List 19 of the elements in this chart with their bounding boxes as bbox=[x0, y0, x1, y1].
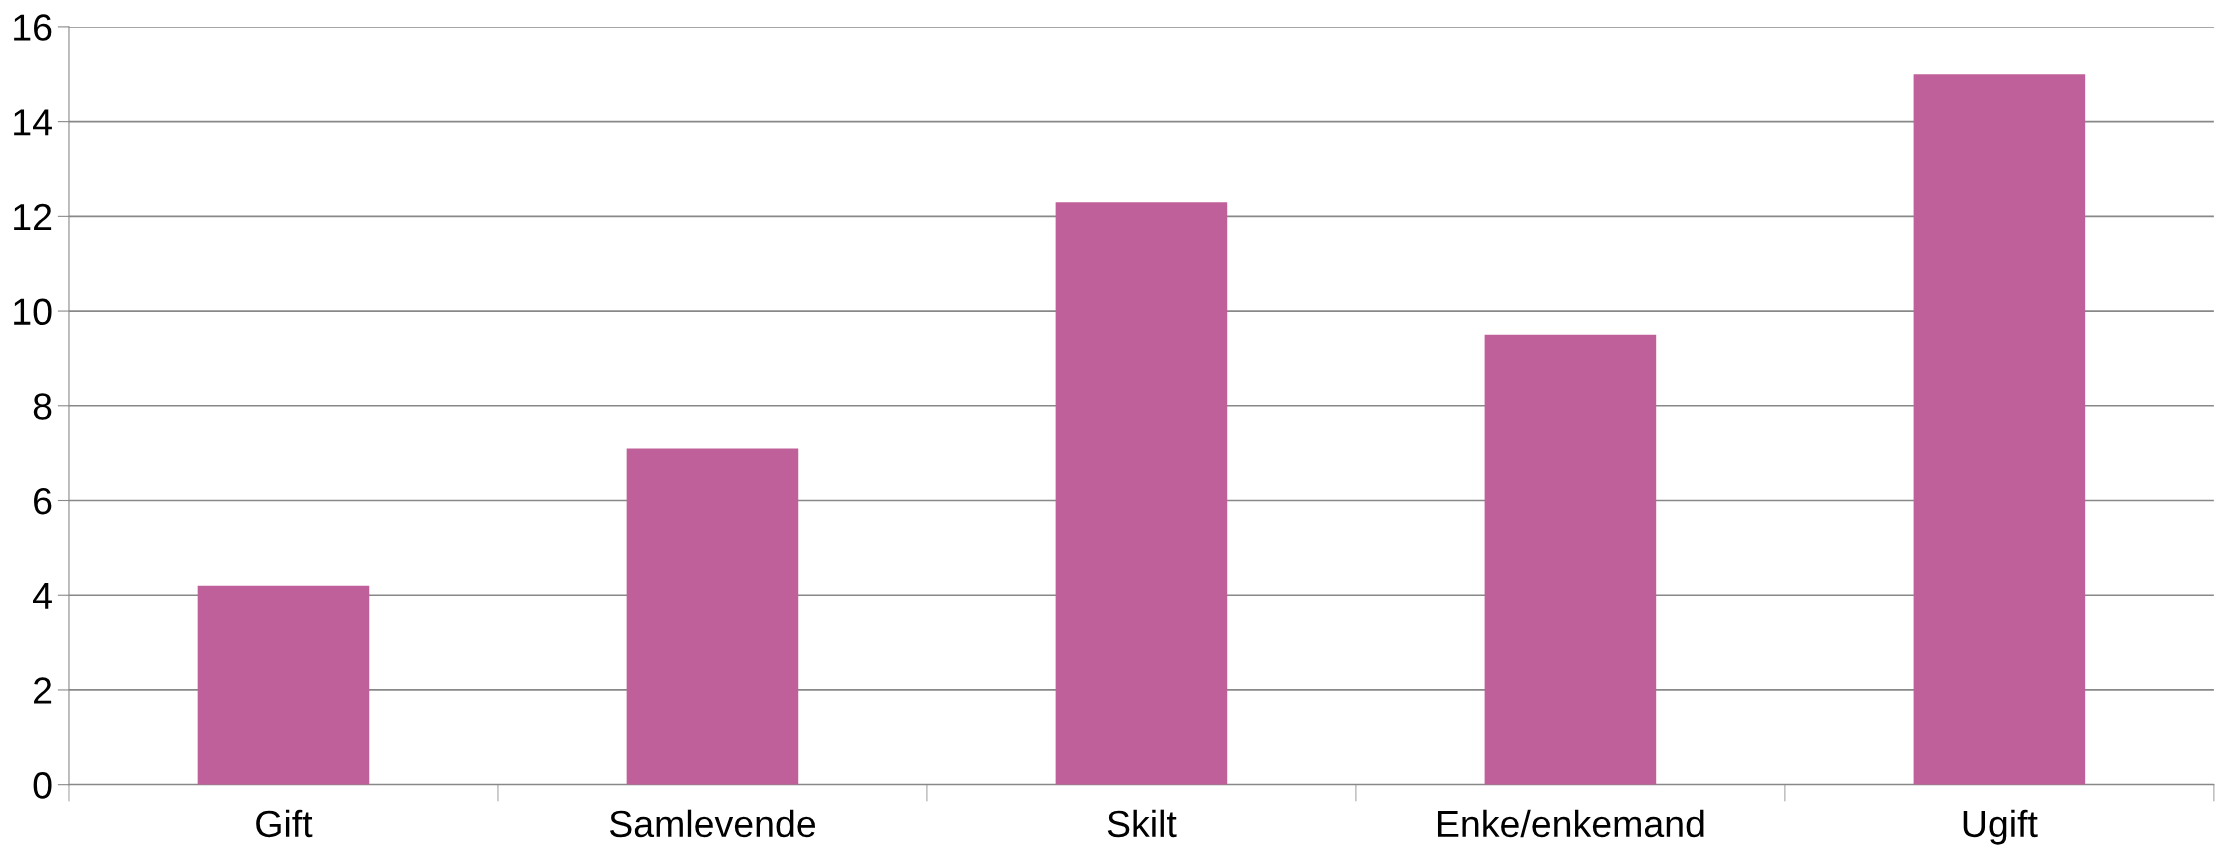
y-tick-label: 0 bbox=[33, 772, 52, 799]
x-tick-label: Skilt bbox=[1107, 809, 1177, 838]
y-tick-label: 6 bbox=[34, 487, 52, 515]
x-tick-label: Samlevende bbox=[609, 809, 816, 838]
bar bbox=[1913, 74, 2086, 785]
bar bbox=[626, 448, 799, 785]
y-tick-label: 2 bbox=[34, 677, 52, 704]
bar bbox=[1484, 334, 1657, 785]
y-tick-label: 16 bbox=[14, 14, 52, 41]
y-tick-label: 12 bbox=[14, 203, 52, 230]
y-tick-label: 8 bbox=[33, 393, 52, 420]
x-tick-label: Ugift bbox=[1963, 809, 2038, 845]
x-tick-label: Gift bbox=[256, 809, 313, 838]
y-tick-label: 14 bbox=[14, 109, 52, 136]
y-tick-label: 10 bbox=[14, 298, 52, 326]
x-tick-label: Enke/enkemand bbox=[1437, 809, 1704, 838]
bar bbox=[197, 585, 370, 785]
bar bbox=[1055, 202, 1228, 785]
y-tick-label: 4 bbox=[33, 583, 52, 609]
